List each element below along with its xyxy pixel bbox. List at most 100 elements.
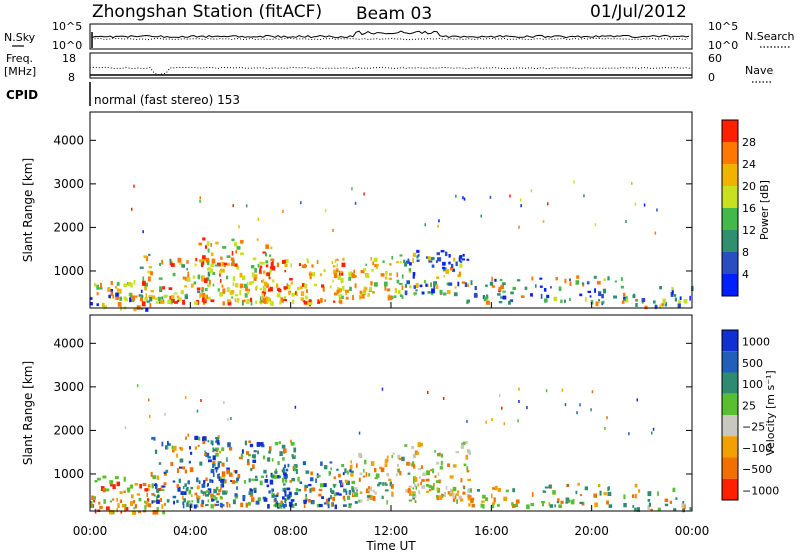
data-cell <box>303 504 306 508</box>
data-cell <box>411 463 415 467</box>
data-cell <box>442 261 446 266</box>
data-cell <box>651 431 653 435</box>
data-cell <box>141 295 144 299</box>
data-cell <box>271 492 274 495</box>
data-cell <box>152 295 156 300</box>
data-cell <box>453 292 458 297</box>
data-cell <box>230 262 235 267</box>
data-cell <box>221 471 226 477</box>
data-cell <box>270 266 273 269</box>
data-cell <box>343 488 347 493</box>
data-cell <box>333 493 337 497</box>
data-cell <box>320 298 323 303</box>
data-cell <box>207 261 210 266</box>
data-cell <box>237 474 241 479</box>
data-cell <box>311 501 314 505</box>
data-cell <box>200 262 204 268</box>
data-cell <box>309 488 312 493</box>
data-cell <box>215 449 218 453</box>
data-cell <box>224 490 228 494</box>
data-cell <box>223 401 225 404</box>
data-cell <box>119 499 123 503</box>
data-cell <box>108 509 113 515</box>
data-cell <box>109 484 113 487</box>
data-cell <box>579 293 583 297</box>
data-cell <box>635 493 637 499</box>
data-cell <box>251 497 255 503</box>
data-cell <box>338 480 343 484</box>
data-cell <box>255 475 258 479</box>
data-cell <box>338 270 341 276</box>
data-cell <box>197 444 200 447</box>
data-cell <box>206 268 210 271</box>
data-cell <box>625 220 627 223</box>
data-cell <box>336 263 338 267</box>
data-cell <box>320 483 324 488</box>
data-cell <box>341 482 343 486</box>
data-cell <box>547 202 549 206</box>
data-cell <box>285 286 288 289</box>
data-cell <box>112 498 115 501</box>
data-cell <box>90 501 93 505</box>
data-cell <box>674 297 677 302</box>
data-cell <box>497 293 501 296</box>
data-cell <box>182 495 184 500</box>
data-cell <box>182 299 186 305</box>
data-cell <box>576 411 578 415</box>
colorbar-frame <box>721 119 739 297</box>
data-cell <box>550 286 552 289</box>
data-cell <box>418 468 422 471</box>
power-panel: 1000 2000 3000 4000 Slant Range [km] <box>21 111 694 312</box>
data-cell <box>173 500 175 505</box>
data-cell <box>240 239 244 244</box>
data-cell <box>388 277 393 280</box>
data-cell <box>266 484 270 488</box>
data-cell <box>485 296 488 301</box>
data-cell <box>119 491 123 495</box>
data-cell <box>363 268 367 271</box>
data-cell <box>623 292 626 297</box>
nsearch-tick-top: 10^5 <box>708 20 738 33</box>
data-cell <box>207 456 212 459</box>
data-cell <box>351 273 356 279</box>
data-cell <box>349 469 352 473</box>
data-cell <box>230 257 235 261</box>
data-cell <box>343 498 346 502</box>
data-cell <box>267 298 271 302</box>
range-tick-label: 4000 <box>53 133 84 147</box>
data-cell <box>459 260 463 264</box>
data-cell <box>143 255 147 259</box>
data-cell <box>184 483 187 487</box>
data-cell <box>217 288 220 292</box>
data-cell <box>339 287 342 293</box>
data-cell <box>163 482 167 485</box>
data-cell <box>294 503 297 506</box>
data-cell <box>282 496 285 500</box>
data-cell <box>431 264 435 268</box>
data-cell <box>283 286 287 290</box>
data-cell <box>158 277 163 280</box>
data-cell <box>348 489 351 495</box>
data-cell <box>204 453 207 457</box>
data-cell <box>647 491 652 497</box>
data-cell <box>355 463 358 468</box>
data-cell <box>385 271 388 276</box>
data-cell <box>477 489 480 492</box>
data-cell <box>326 498 329 503</box>
range-tick-label: 3000 <box>53 177 84 191</box>
data-cell <box>290 281 293 285</box>
data-cell <box>471 503 475 508</box>
data-cell <box>435 260 438 263</box>
data-cell <box>226 502 229 505</box>
data-cell <box>384 459 388 464</box>
data-cell <box>118 288 122 294</box>
data-cell <box>155 510 159 515</box>
power-colorbar-tick: 20 <box>742 180 756 193</box>
data-cell <box>144 488 149 492</box>
data-cell <box>455 493 459 496</box>
data-cell <box>245 502 249 508</box>
data-cell <box>98 287 103 290</box>
data-cell <box>197 274 201 280</box>
data-cell <box>178 478 181 484</box>
data-cell <box>364 287 368 291</box>
